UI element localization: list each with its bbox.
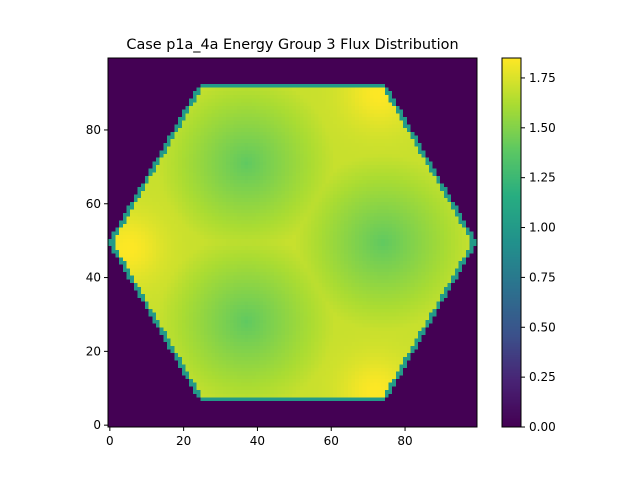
y-tick-label: 0 (93, 418, 101, 432)
x-tick-label: 20 (176, 434, 191, 448)
colorbar-gradient (502, 58, 521, 427)
y-tick-label: 80 (86, 123, 101, 137)
y-axis: 0 20 40 60 80 (86, 123, 108, 432)
colorbar-frame (501, 57, 522, 428)
colorbar-tick-label: 1.75 (529, 71, 556, 85)
colorbar-tick-label: 1.50 (529, 121, 556, 135)
colorbar-tick-label: 0.50 (529, 320, 556, 334)
colorbar-tick-label: 1.25 (529, 171, 556, 185)
plot-frame (107, 57, 478, 428)
colorbar-tick-label: 1.00 (529, 221, 556, 235)
chart-title: Case p1a_4a Energy Group 3 Flux Distribu… (126, 37, 458, 53)
colorbar-tick-label: 0.25 (529, 370, 556, 384)
x-tick-label: 40 (250, 434, 265, 448)
x-tick-label: 0 (106, 434, 114, 448)
y-tick-label: 40 (86, 271, 101, 285)
y-tick-label: 20 (86, 344, 101, 358)
colorbar-tick-label: 0.75 (529, 270, 556, 284)
x-tick-label: 60 (324, 434, 339, 448)
x-tick-label: 80 (397, 434, 412, 448)
colorbar-axis: 0.00 0.25 0.50 0.75 1.00 1.25 1.50 1.75 (521, 71, 556, 434)
y-tick-label: 60 (86, 197, 101, 211)
x-axis: 0 20 40 60 80 (106, 427, 413, 448)
heatmap-image (108, 58, 477, 427)
colorbar-tick-label: 0.00 (529, 420, 556, 434)
